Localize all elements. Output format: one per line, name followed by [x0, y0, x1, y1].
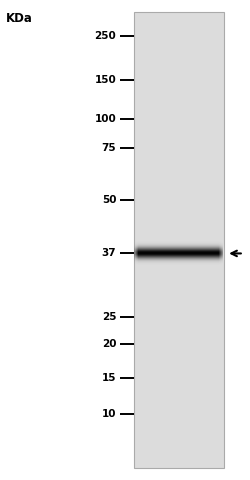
Text: 75: 75 [102, 143, 116, 153]
Text: 100: 100 [94, 114, 116, 124]
Text: 50: 50 [102, 195, 116, 205]
Text: 10: 10 [102, 409, 116, 419]
Text: 15: 15 [102, 373, 116, 383]
Text: KDa: KDa [6, 12, 32, 25]
Text: 20: 20 [102, 339, 116, 349]
Text: 150: 150 [94, 75, 116, 85]
Text: 37: 37 [102, 249, 116, 258]
Bar [134, 12, 224, 468]
Text: 25: 25 [102, 312, 116, 322]
Text: 250: 250 [94, 31, 116, 41]
